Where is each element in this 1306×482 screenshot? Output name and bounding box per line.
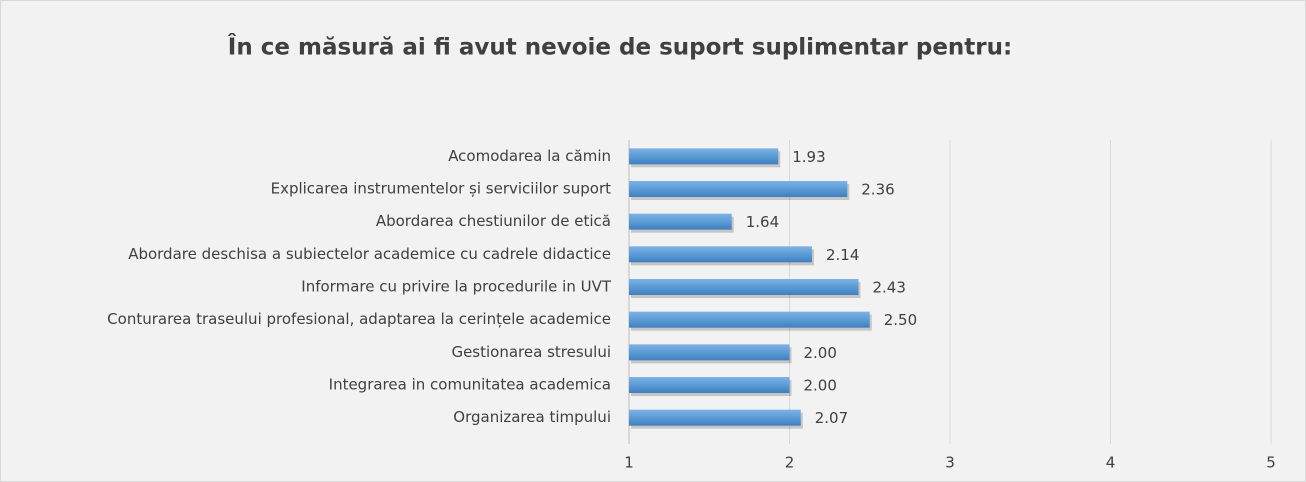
- bar: [629, 148, 779, 165]
- y-tick-label: Integrarea in comunitatea academica: [329, 376, 611, 394]
- value-label: 1.64: [746, 213, 779, 231]
- y-tick-label: Explicarea instrumentelor și serviciilor…: [271, 180, 612, 198]
- y-tick-label: Conturarea traseului profesional, adapta…: [107, 310, 611, 328]
- y-tick-label: Informare cu privire la procedurile in U…: [301, 278, 612, 296]
- value-label: 2.50: [884, 311, 917, 329]
- y-tick-label: Acomodarea la cămin: [448, 147, 611, 165]
- bar: [629, 246, 812, 263]
- value-label: 2.43: [873, 279, 906, 297]
- y-tick-label: Abordare deschisa a subiectelor academic…: [128, 245, 611, 263]
- y-tick-label: Abordarea chestiunilor de etică: [376, 212, 611, 230]
- chart-title: În ce măsură ai fi avut nevoie de suport…: [228, 33, 1012, 61]
- x-tick-label: 4: [1106, 454, 1116, 472]
- value-label: 2.36: [861, 181, 894, 199]
- bar: [629, 377, 790, 393]
- x-tick-label: 5: [1266, 454, 1276, 472]
- value-label: 2.00: [804, 377, 837, 395]
- bar: [629, 181, 848, 197]
- value-label: 2.14: [826, 246, 859, 264]
- value-label: 1.93: [792, 148, 825, 166]
- value-label: 2.07: [815, 409, 848, 427]
- x-tick-label: 3: [945, 454, 955, 472]
- y-tick-label: Organizarea timpului: [453, 408, 611, 426]
- bar: [629, 311, 870, 328]
- bar: [629, 409, 801, 426]
- x-tick-label: 1: [624, 454, 634, 472]
- x-tick-label: 2: [785, 454, 795, 472]
- y-tick-label: Gestionarea stresului: [451, 343, 611, 361]
- bar: [629, 279, 859, 295]
- bar: [629, 344, 790, 361]
- value-label: 2.00: [804, 344, 837, 362]
- bar: [629, 213, 732, 230]
